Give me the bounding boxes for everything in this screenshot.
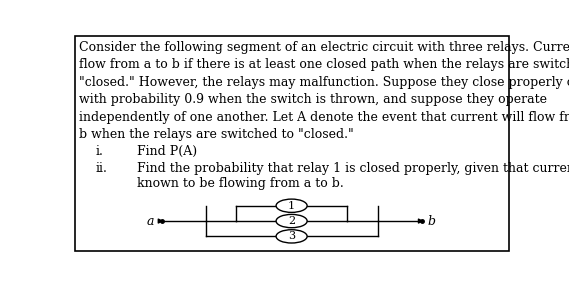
Text: 2: 2 — [288, 216, 295, 226]
FancyBboxPatch shape — [75, 36, 509, 251]
Text: "closed." However, the relays may malfunction. Suppose they close properly only: "closed." However, the relays may malfun… — [79, 76, 569, 89]
Text: a: a — [147, 214, 154, 227]
Text: b: b — [427, 214, 435, 227]
Text: flow from a to b if there is at least one closed path when the relays are switch: flow from a to b if there is at least on… — [79, 58, 569, 71]
Text: b when the relays are switched to "closed.": b when the relays are switched to "close… — [79, 128, 354, 141]
Text: Find the probability that relay 1 is closed properly, given that current is: Find the probability that relay 1 is clo… — [137, 162, 569, 175]
Text: with probability 0.9 when the switch is thrown, and suppose they operate: with probability 0.9 when the switch is … — [79, 93, 547, 106]
Text: Consider the following segment of an electric circuit with three relays. Current: Consider the following segment of an ele… — [79, 41, 569, 54]
Text: independently of one another. Let A denote the event that current will flow from: independently of one another. Let A deno… — [79, 110, 569, 124]
Ellipse shape — [276, 199, 307, 212]
Text: 1: 1 — [288, 201, 295, 211]
Text: known to be flowing from a to b.: known to be flowing from a to b. — [137, 177, 344, 190]
Text: 3: 3 — [288, 231, 295, 241]
Text: ii.: ii. — [96, 162, 107, 175]
Ellipse shape — [276, 214, 307, 228]
Text: i.: i. — [96, 145, 103, 158]
Ellipse shape — [276, 230, 307, 243]
Text: Find P(A): Find P(A) — [137, 145, 197, 158]
